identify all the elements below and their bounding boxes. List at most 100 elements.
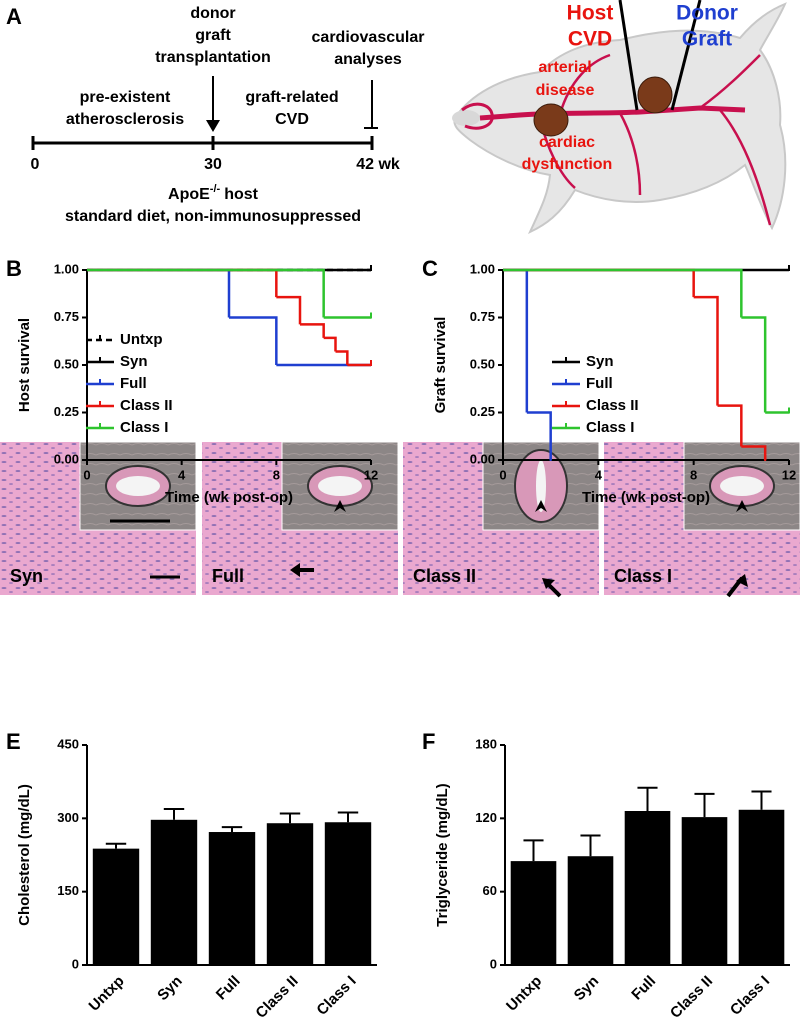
vessel-lumen — [116, 476, 160, 496]
panel-label: B — [6, 256, 22, 281]
error-bar — [279, 812, 301, 824]
bar — [324, 822, 372, 965]
timeline-text: graft — [195, 27, 231, 44]
cardiac-label: cardiac — [539, 134, 595, 151]
bar — [567, 856, 614, 965]
timeline-text: transplantation — [155, 49, 271, 66]
timeline-text: analyses — [334, 51, 402, 68]
legend-label: Class I — [586, 419, 634, 436]
x-tick-label: 8 — [273, 467, 280, 482]
error-bar — [580, 834, 601, 857]
error-bar — [751, 790, 772, 810]
vessel — [479, 105, 746, 121]
x-tick-label: 4 — [595, 467, 603, 482]
y-axis-title: Triglyceride (mg/dL) — [434, 783, 451, 926]
bar — [150, 819, 198, 965]
x-tick-label: Untxp — [503, 973, 545, 1015]
vessel — [538, 53, 772, 226]
x-tick-label: 4 — [178, 467, 186, 482]
timeline-text: graft-related — [245, 89, 338, 106]
histology-label: Full — [212, 566, 244, 586]
x-tick-label: Class II — [252, 973, 301, 1022]
y-tick-label: 180 — [475, 736, 497, 751]
timeline-text: atherosclerosis — [66, 111, 184, 128]
mouse-nose — [452, 110, 480, 126]
survival-step — [300, 323, 325, 338]
histology-label: Class II — [413, 566, 476, 586]
survival-step — [323, 336, 337, 352]
y-tick-label: 0.25 — [470, 404, 495, 419]
x-tick-label: Syn — [571, 973, 602, 1004]
panel-label: A — [6, 4, 22, 29]
legend-label: Full — [120, 375, 147, 392]
survival-step — [503, 268, 743, 318]
survival-step — [87, 268, 231, 318]
error-bar — [523, 839, 544, 862]
y-tick-label: 0.75 — [54, 309, 79, 324]
arterial-label: disease — [536, 82, 595, 99]
x-tick-label: 12 — [364, 467, 378, 482]
y-tick-label: 300 — [57, 810, 79, 825]
survival-step — [503, 268, 695, 298]
y-tick-label: 0 — [72, 956, 79, 971]
bar — [208, 832, 256, 965]
arrow-head — [290, 563, 300, 577]
timeline-tick-label: 42 wk — [356, 156, 400, 173]
arrowhead — [535, 500, 547, 512]
timeline-text: pre-existent — [80, 89, 171, 106]
y-axis-title: Host survival — [16, 318, 33, 412]
host-label: CVD — [568, 28, 612, 51]
legend-label: Syn — [120, 353, 148, 370]
x-tick-label: Class II — [667, 973, 716, 1022]
survival-step — [741, 316, 767, 413]
survival-step — [229, 316, 278, 365]
donor-heart — [637, 76, 673, 114]
timeline: donor graft transplantation cardiovascul… — [31, 5, 425, 225]
graft-line — [618, 0, 639, 111]
legend-label: Full — [586, 375, 613, 392]
histology-panels: Syn Full Class II Class I — [0, 441, 800, 598]
vessel-lumen — [536, 460, 546, 512]
vessel — [461, 102, 494, 130]
donor-label: Graft — [682, 28, 732, 51]
x-tick-label: 0 — [499, 467, 506, 482]
y-tick-label: 120 — [475, 810, 497, 825]
survival-step — [276, 295, 302, 325]
y-axis-title: Graft survival — [432, 317, 449, 414]
error-bar — [221, 826, 243, 833]
bar — [681, 817, 728, 965]
x-tick-label: Class I — [727, 973, 773, 1019]
arrow-head — [542, 578, 555, 589]
vessel-lumen — [318, 476, 362, 496]
y-tick-label: 0.25 — [54, 404, 79, 419]
x-tick-label: 12 — [782, 467, 796, 482]
x-tick-label: Untxp — [86, 973, 128, 1015]
survival-step — [503, 268, 529, 413]
survival-step — [693, 295, 719, 406]
x-tick-label: Full — [628, 973, 659, 1004]
arrow-head — [206, 120, 220, 132]
arrowhead — [736, 500, 748, 512]
legend-label: Untxp — [120, 331, 163, 348]
x-tick-label: Full — [213, 973, 244, 1004]
x-tick-label: 8 — [690, 467, 697, 482]
y-tick-label: 60 — [483, 883, 497, 898]
x-tick-label: Class I — [313, 973, 359, 1019]
host-prefix: ApoE — [168, 186, 210, 203]
arrowhead — [334, 500, 346, 512]
timeline-tick-label: 0 — [31, 156, 40, 173]
timeline-text: donor — [190, 5, 235, 22]
panel-label: E — [6, 729, 21, 754]
y-tick-label: 0.00 — [470, 451, 495, 466]
error-bar — [105, 842, 127, 849]
y-tick-label: 0.50 — [54, 356, 79, 371]
y-tick-label: 0.00 — [54, 451, 79, 466]
panel-label: C — [422, 256, 438, 281]
error-bar — [337, 811, 359, 823]
histology-label: Class I — [614, 566, 672, 586]
timeline-tick-label: 30 — [204, 156, 222, 173]
arrow-head — [736, 574, 748, 587]
bar — [510, 861, 557, 965]
y-tick-label: 0.50 — [470, 356, 495, 371]
